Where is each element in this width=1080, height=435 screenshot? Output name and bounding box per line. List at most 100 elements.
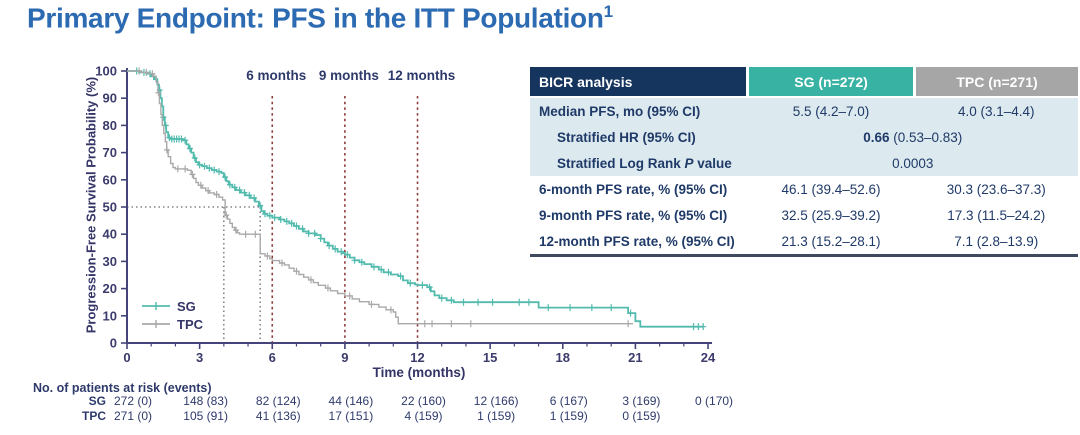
sg-censor-mark — [222, 173, 229, 181]
legend-item-tpc: TPC — [141, 315, 203, 333]
sg-censor-mark — [231, 183, 238, 191]
sg-censor-mark — [206, 164, 213, 172]
sg-censor-mark — [426, 283, 433, 291]
page-title: Primary Endpoint: PFS in the ITT Populat… — [27, 2, 613, 34]
sg-censor-mark — [332, 245, 339, 253]
sg-censor-mark — [283, 217, 290, 225]
sg-censor-mark — [370, 263, 377, 271]
tpc-censor-mark — [421, 320, 428, 328]
results-row-1: Stratified HR (95% CI) 0.66 (0.53–0.83) — [530, 124, 1078, 150]
sg-censor-mark — [215, 168, 222, 176]
tpc-censor-mark — [324, 284, 331, 292]
sg-censor-mark — [385, 268, 392, 276]
page-title-text: Primary Endpoint: PFS in the ITT Populat… — [27, 2, 604, 34]
x-axis-label: Time (months) — [372, 365, 466, 380]
text-segment: 30.3 (23.6–37.3) — [946, 181, 1046, 197]
text-segment: (0.53–0.83) — [889, 129, 963, 145]
text-segment: 7.1 (2.8–13.9) — [954, 233, 1039, 249]
text-segment: P — [684, 155, 694, 171]
y-tick-label-0: 0 — [110, 336, 117, 351]
sg-censor-mark — [257, 202, 264, 210]
tpc-censor-mark — [387, 306, 394, 314]
at-risk-value-sg-12: 22 (160) — [401, 394, 446, 408]
tpc-censor-mark — [223, 211, 230, 219]
y-tick-label-60: 60 — [103, 172, 117, 187]
x-tick-label-9: 9 — [341, 350, 348, 365]
tpc-censor-mark — [213, 190, 220, 198]
sg-censor-mark — [160, 113, 167, 121]
at-risk-value-tpc-0: 271 (0) — [113, 409, 153, 423]
legend-item-sg: SG — [141, 297, 203, 315]
results-header-tpc: TPC (n=271) — [914, 67, 1078, 98]
sg-censor-mark — [407, 279, 414, 287]
text-segment: 6-month PFS rate, % (95% CI) — [539, 181, 728, 197]
at-risk-value-tpc-12: 4 (159) — [404, 409, 443, 423]
results-value-sg: 46.1 (39.4–52.6) — [748, 176, 915, 202]
results-value-tpc: 30.3 (23.6–37.3) — [915, 176, 1079, 202]
sg-censor-mark — [438, 294, 445, 302]
tpc-censor-mark — [429, 320, 436, 328]
sg-censor-mark — [246, 191, 253, 199]
sg-censor-mark — [475, 298, 482, 306]
results-header-bicr: BICR analysis — [530, 67, 749, 98]
tpc-censor-mark — [205, 187, 212, 195]
results-value-sg: 32.5 (25.9–39.2) — [748, 202, 915, 228]
text-segment: Median PFS, mo (95% CI) — [539, 103, 701, 119]
tpc-curve — [127, 67, 633, 328]
results-row-label: Stratified Log Rank P value — [530, 150, 748, 176]
tpc-legend-swatch-icon — [142, 320, 170, 328]
tpc-censor-mark — [264, 252, 271, 260]
sg-censor-mark — [196, 161, 203, 169]
sg-censor-mark — [700, 323, 707, 331]
results-row-0: Median PFS, mo (95% CI) 5.5 (4.2–7.0) 4.0 … — [530, 97, 1078, 124]
x-tick-label-21: 21 — [628, 350, 642, 365]
x-tick-label-6: 6 — [269, 350, 276, 365]
sg-censor-mark — [317, 235, 324, 243]
at-risk-row-label-tpc: TPC — [82, 409, 106, 423]
y-tick-label-40: 40 — [103, 227, 117, 242]
results-span-value: 0.66 (0.53–0.83) — [747, 124, 1078, 150]
tpc-censor-mark — [149, 70, 156, 78]
sg-censor-mark — [277, 216, 284, 224]
results-row-2: Stratified Log Rank P value 0.0003 — [530, 150, 1078, 176]
at-risk-value-sg-18: 6 (167) — [549, 394, 588, 408]
tpc-censor-mark — [625, 320, 632, 328]
sg-censor-mark — [211, 166, 218, 174]
tpc-censor-mark — [252, 230, 259, 238]
at-risk-value-tpc-3: 105 (91) — [183, 409, 228, 423]
at-risk-value-tpc-21: 0 (159) — [622, 409, 661, 423]
tpc-censor-mark — [197, 181, 204, 189]
sg-censor-mark — [186, 145, 193, 153]
sg-censor-mark — [627, 309, 634, 317]
results-span-value: 0.0003 — [747, 150, 1078, 176]
sg-censor-mark — [226, 181, 233, 189]
y-tick-label-10: 10 — [103, 308, 117, 323]
results-value-tpc: 17.3 (11.5–24.2) — [915, 202, 1079, 228]
sg-censor-mark — [178, 135, 185, 143]
sg-censor-mark — [351, 256, 358, 264]
sg-censor-mark — [201, 162, 208, 170]
text-segment: 9-month PFS rate, % (95% CI) — [539, 207, 728, 223]
sg-censor-mark — [251, 194, 258, 202]
sg-censor-mark — [608, 304, 615, 312]
at-risk-value-tpc-6: 41 (136) — [255, 409, 301, 423]
y-tick-label-70: 70 — [103, 145, 117, 160]
sg-censor-mark — [489, 298, 496, 306]
legend-label-sg: SG — [177, 298, 196, 314]
results-row-4: 9-month PFS rate, % (95% CI) 32.5 (25.9–3… — [530, 202, 1078, 228]
y-tick-label-50: 50 — [103, 200, 117, 215]
text-segment: value — [693, 155, 732, 171]
at-risk-title: No. of patients at risk (events) — [33, 381, 212, 395]
sg-censor-mark — [288, 219, 295, 227]
tpc-censor-mark — [368, 300, 375, 308]
sg-censor-mark — [326, 242, 333, 250]
results-header-sg: SG (n=272) — [747, 67, 916, 98]
sg-censor-mark — [525, 298, 532, 306]
text-segment: 4.0 (3.1–4.4) — [957, 103, 1035, 119]
text-segment: 0.0003 — [892, 155, 934, 171]
at-risk-value-sg-6: 82 (124) — [255, 394, 301, 408]
tpc-censor-mark — [189, 170, 196, 178]
sg-censor-mark — [299, 225, 306, 233]
at-risk-value-sg-15: 12 (166) — [473, 394, 519, 408]
